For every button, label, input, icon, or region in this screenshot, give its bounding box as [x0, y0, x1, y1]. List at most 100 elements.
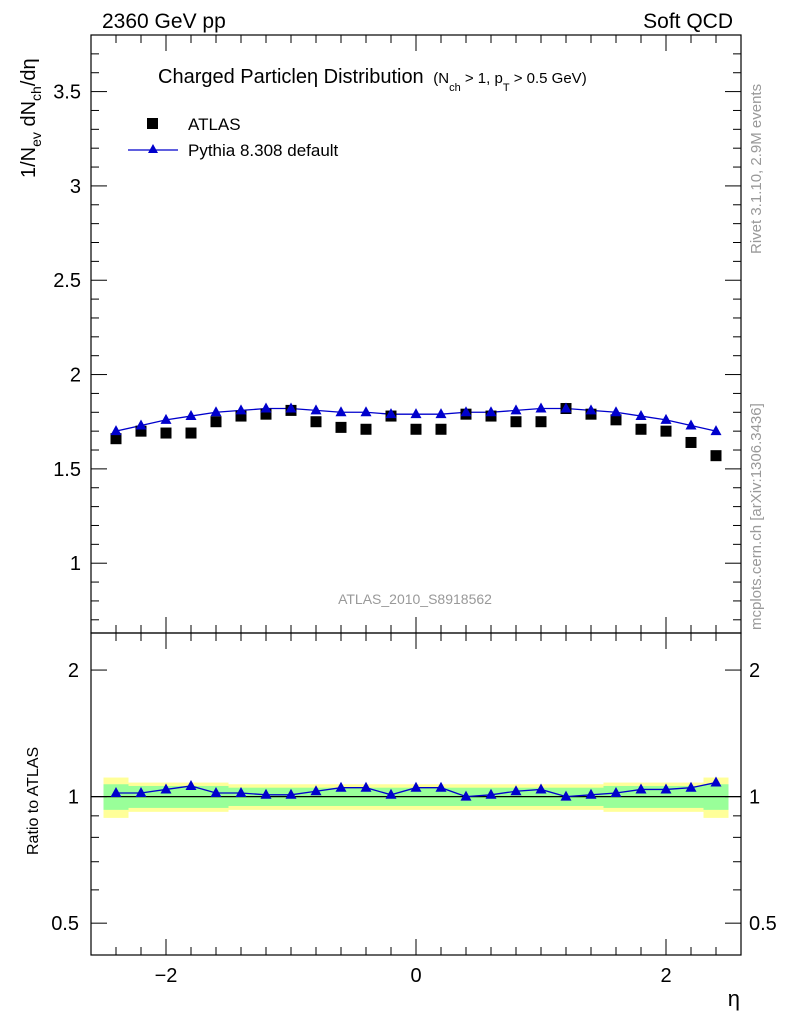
- atlas-point: [685, 436, 697, 448]
- mc-point: [160, 413, 172, 424]
- plot-title-cuts-suffix: > 0.5 GeV): [510, 70, 587, 87]
- plot-title-main: Charged Particleη Distribution: [158, 66, 424, 88]
- mc-point: [585, 404, 597, 415]
- atlas-point: [185, 427, 197, 439]
- ylabel-main-sub2: ch: [28, 86, 44, 101]
- plot-title-cuts-mid: > 1, p: [461, 70, 503, 87]
- analysis-tag: ATLAS_2010_S8918562: [338, 591, 492, 607]
- ratio-ytick-label-right: 1: [749, 787, 760, 809]
- mc-point: [210, 406, 222, 417]
- mcplots-label: mcplots.cern.ch [arXiv:1306.3436]: [748, 403, 765, 630]
- ratio-mc-point: [360, 781, 372, 792]
- atlas-point: [160, 427, 172, 439]
- ratio-mc-point: [385, 788, 397, 799]
- plot-title: Charged Particleη Distribution (Nch > 1,…: [158, 66, 587, 94]
- atlas-point: [710, 450, 722, 462]
- legend-mc-marker: [148, 144, 158, 153]
- main-ytick-label: 3: [70, 176, 81, 198]
- legend-atlas-marker: [147, 118, 158, 129]
- mc-point: [285, 402, 297, 413]
- header-left: 2360 GeV pp: [102, 10, 226, 33]
- mc-point: [360, 406, 372, 417]
- ratio-ytick-label-left: 2: [68, 660, 79, 682]
- ratio-mc-point: [485, 788, 497, 799]
- plot-title-cuts-sub1: ch: [449, 82, 461, 94]
- header-right: Soft QCD: [643, 10, 733, 33]
- mc-point: [710, 425, 722, 436]
- atlas-point: [610, 414, 622, 426]
- ratio-mc-point: [435, 781, 447, 792]
- mc-point: [110, 425, 122, 436]
- atlas-point: [535, 416, 547, 428]
- mc-point: [335, 406, 347, 417]
- ylabel-main-b: dN: [18, 101, 40, 132]
- mc-point: [435, 408, 447, 419]
- ratio-panel: 0.5 0.5 1 1 2 2 −2 0 2: [51, 632, 777, 987]
- ratio-mc-point: [610, 786, 622, 797]
- mc-point: [310, 404, 322, 415]
- ratio-mc-point: [260, 788, 272, 799]
- mc-point: [485, 406, 497, 417]
- legend-mc-label: Pythia 8.308 default: [188, 141, 339, 160]
- ratio-mc-point: [135, 786, 147, 797]
- ratio-ytick-label-left: 1: [68, 787, 79, 809]
- atlas-point: [335, 421, 347, 433]
- ratio-mc-point: [535, 783, 547, 794]
- mc-point: [460, 406, 472, 417]
- ratio-mc-point: [560, 790, 572, 801]
- ratio-mc-point: [160, 783, 172, 794]
- atlas-point: [310, 416, 322, 428]
- main-ytick-label: 1: [70, 553, 81, 575]
- ratio-mc-point: [685, 781, 697, 792]
- mc-point: [610, 406, 622, 417]
- ratio-mc-point: [585, 788, 597, 799]
- ylabel-main-sub1: ev: [28, 132, 44, 147]
- mc-point: [535, 402, 547, 413]
- atlas-point: [510, 416, 522, 428]
- ratio-mc-point: [510, 785, 522, 796]
- main-ytick-label: 3.5: [53, 82, 81, 104]
- ratio-mc-point: [210, 786, 222, 797]
- ratio-mc-point: [410, 781, 422, 792]
- ylabel-main: 1/Nev dNch/dη: [18, 58, 44, 178]
- ratio-mc-point: [460, 790, 472, 801]
- main-panel: 1 1.5 2 2.5 3 3.5: [53, 34, 742, 634]
- mc-point: [385, 408, 397, 419]
- ratio-xtick-label: 2: [660, 965, 671, 987]
- mc-point: [235, 404, 247, 415]
- mc-point: [510, 404, 522, 415]
- mc-point: [560, 402, 572, 413]
- atlas-point: [410, 423, 422, 435]
- atlas-point: [260, 408, 272, 420]
- mc-point: [635, 410, 647, 421]
- rivet-label: Rivet 3.1.10, 2.9M events: [748, 84, 765, 254]
- mc-point: [135, 419, 147, 430]
- atlas-point: [635, 423, 647, 435]
- ratio-mc-point: [185, 779, 197, 790]
- ratio-mc-point: [660, 783, 672, 794]
- ratio-ytick-label-left: 0.5: [51, 913, 79, 935]
- ratio-ytick-label-right: 2: [749, 660, 760, 682]
- plot-title-cuts-prefix: (N: [433, 70, 449, 87]
- main-ytick-label: 2.5: [53, 270, 81, 292]
- ratio-mc-point: [110, 786, 122, 797]
- atlas-point: [235, 410, 247, 422]
- atlas-point: [435, 423, 447, 435]
- atlas-point: [660, 425, 672, 437]
- mc-point: [685, 419, 697, 430]
- ratio-mc-point: [635, 783, 647, 794]
- ratio-mc-point: [335, 781, 347, 792]
- mc-point: [185, 410, 197, 421]
- atlas-point: [135, 425, 147, 437]
- ratio-mc-point: [235, 786, 247, 797]
- mc-point: [660, 413, 672, 424]
- atlas-point: [360, 423, 372, 435]
- atlas-point: [210, 416, 222, 428]
- mc-point: [260, 402, 272, 413]
- ylabel-main-a: 1/N: [18, 147, 40, 178]
- legend: ATLAS Pythia 8.308 default: [128, 115, 339, 160]
- xlabel: η: [728, 986, 740, 1011]
- ylabel-ratio: Ratio to ATLAS: [25, 747, 42, 855]
- atlas-point: [110, 433, 122, 445]
